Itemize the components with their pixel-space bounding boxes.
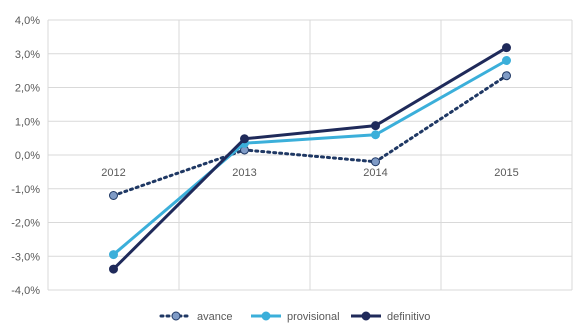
series-lines bbox=[109, 43, 511, 274]
y-tick-label: 0,0% bbox=[15, 150, 40, 162]
legend-item-definitivo: definitivo bbox=[351, 311, 430, 323]
legend-item-provisional: provisional bbox=[251, 311, 340, 323]
legend: avance provisional definitivo bbox=[159, 311, 430, 323]
x-tick-label: 2013 bbox=[232, 167, 256, 179]
data-point bbox=[502, 56, 511, 65]
series-line bbox=[112, 74, 508, 197]
y-axis-ticks: 4,0% 3,0% 2,0% 1,0% 0,0% -1,0% -2,0% -3,0% -4,0% bbox=[11, 15, 40, 297]
y-tick-label: -3,0% bbox=[11, 251, 40, 263]
x-tick-label: 2015 bbox=[494, 167, 518, 179]
data-point bbox=[502, 43, 511, 53]
legend-label: avance bbox=[197, 311, 232, 323]
y-tick-label: 3,0% bbox=[15, 49, 40, 61]
series-avance bbox=[109, 71, 511, 200]
y-tick-label: 1,0% bbox=[15, 116, 40, 128]
y-tick-label: -2,0% bbox=[11, 218, 40, 230]
legend-label: provisional bbox=[287, 311, 340, 323]
legend-item-avance: avance bbox=[159, 311, 232, 323]
legend-marker bbox=[361, 311, 371, 321]
legend-marker bbox=[171, 311, 181, 321]
series-definitivo bbox=[109, 43, 511, 274]
series-line bbox=[112, 59, 508, 256]
data-point bbox=[371, 121, 380, 131]
data-point bbox=[109, 264, 118, 274]
data-point bbox=[371, 157, 380, 167]
y-tick-label: 2,0% bbox=[15, 83, 40, 95]
data-point bbox=[240, 134, 249, 144]
data-point bbox=[109, 191, 118, 200]
series-line bbox=[112, 46, 508, 271]
legend-marker bbox=[261, 311, 271, 321]
x-axis-ticks: 2012 2013 2014 2015 bbox=[101, 167, 518, 179]
y-tick-label: -1,0% bbox=[11, 184, 40, 196]
data-point bbox=[109, 250, 118, 260]
x-tick-label: 2012 bbox=[101, 167, 125, 179]
y-tick-label: -4,0% bbox=[11, 285, 40, 297]
x-tick-label: 2014 bbox=[363, 167, 387, 179]
y-tick-label: 4,0% bbox=[15, 15, 40, 27]
legend-label: definitivo bbox=[387, 311, 430, 323]
data-point bbox=[502, 71, 511, 81]
data-point bbox=[371, 130, 380, 140]
